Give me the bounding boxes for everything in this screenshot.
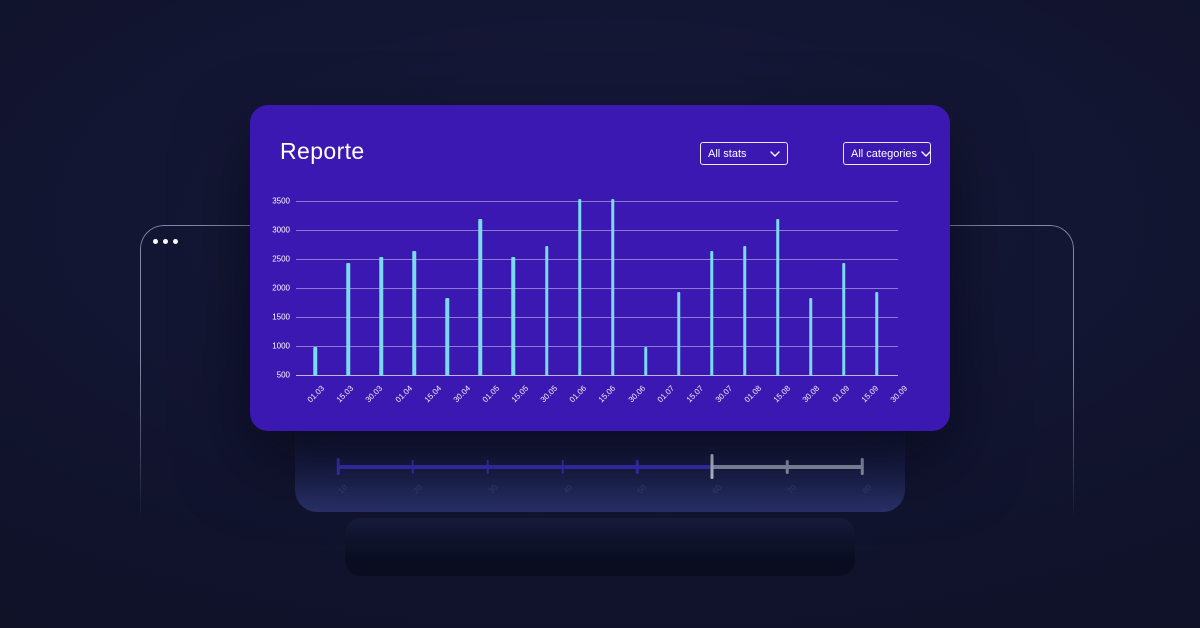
chevron-down-icon [921,150,931,157]
page-title: Reporte [280,138,365,164]
x-axis-label: 15.09 [859,383,880,405]
chevron-down-icon [770,150,780,157]
y-axis-label: 500 [276,370,290,380]
bar [875,291,879,376]
slider-track-active[interactable] [338,465,713,469]
stats-dropdown[interactable]: All stats [700,142,788,165]
stacked-card-bottom [345,518,855,576]
bar [842,262,846,376]
report-card: Reporte All stats All categories 3500 300… [250,105,950,431]
x-axis-label: 30.04 [451,383,472,405]
grid-line: 3000 [272,226,898,235]
x-axis-label: 15.06 [597,383,618,405]
slider-tick-label: 40 [561,482,574,496]
slider-tick [561,459,564,474]
bar [610,199,615,376]
bar [809,297,813,376]
x-axis-label: 30.09 [888,383,909,405]
x-axis-label: 15.08 [771,383,793,405]
bar [643,347,648,376]
stats-dropdown-value: All stats [708,147,747,160]
y-axis-label: 3500 [272,196,290,206]
bar [346,262,351,376]
y-axis-label: 3000 [272,225,290,235]
menu-dot-icon [163,239,168,244]
x-axis-label: 01.03 [305,383,327,405]
bar [577,199,582,376]
bar [776,219,780,376]
grid-line: 2500 [272,255,898,264]
slider-tick-label: 80 [860,482,874,496]
x-axis-label: 15.04 [422,383,443,405]
grid-line: 1500 [272,313,898,322]
bar [313,347,317,376]
slider-tick-label: 10 [336,482,350,496]
x-axis-label: 30.05 [538,383,560,405]
bar [511,257,516,376]
x-axis-label: 15.05 [509,383,531,405]
grid-line: 1000 [272,342,898,351]
categories-dropdown[interactable]: All categories [843,142,931,165]
bar [709,251,714,376]
slider-tick [411,459,415,474]
y-axis-label: 1000 [272,341,290,351]
x-axis-label: 30.07 [713,383,735,405]
y-axis-label: 1500 [272,312,290,322]
x-axis-label: 01.07 [655,383,676,405]
range-slider[interactable]: 10 20 30 40 50 60 70 80 [336,454,873,495]
slider-tick [785,459,789,474]
menu-dot-icon [153,239,158,244]
bar [743,245,747,376]
x-axis-label: 15.07 [684,383,706,405]
x-axis-label: 01.05 [480,383,502,405]
bar [379,257,384,376]
bar [445,297,450,376]
slider-tick [860,458,864,475]
window-menu-dots-icon[interactable] [153,239,178,244]
bar [544,245,549,376]
slider-tick-label: 70 [785,482,799,496]
bar [478,219,483,376]
slider-tick [486,459,489,474]
grid-line: 2000 [272,284,898,293]
bar [676,291,681,376]
x-axis-label: 01.09 [830,383,851,405]
slider-tick-label: 20 [411,482,425,496]
slider-tick-label: 60 [710,482,724,496]
x-axis-label: 15.03 [334,383,356,405]
grid-line: 500 [277,371,898,380]
bar [412,251,417,376]
x-axis-label: 01.08 [742,383,764,405]
x-axis-label: 01.04 [393,383,414,405]
y-axis-label: 2500 [272,254,290,264]
y-axis-label: 2000 [272,283,290,293]
categories-dropdown-value: All categories [851,147,918,160]
slider-tick-label: 30 [486,482,499,496]
x-axis-label: 30.08 [801,383,822,405]
bar-chart: 3500 3000 2500 2000 1500 1000 500 01.03 15.03 30.… [272,197,909,405]
menu-dot-icon [173,239,178,244]
x-axis-label: 30.03 [364,383,385,405]
slider-handle[interactable] [710,454,714,479]
slider-tick-label: 50 [635,482,649,496]
x-axis-label: 30.06 [626,383,647,405]
slider-tick [636,459,639,474]
x-axis-label: 01.06 [567,383,589,405]
grid-line: 3500 [272,197,898,206]
slider-tick [336,458,340,475]
